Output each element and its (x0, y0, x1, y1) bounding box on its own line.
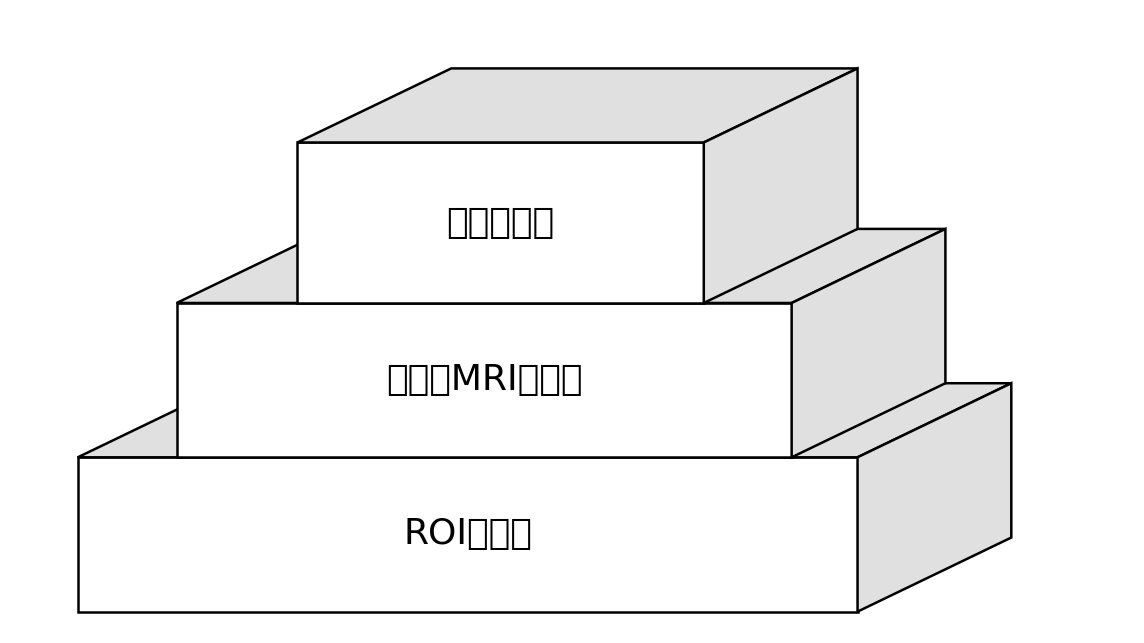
Polygon shape (858, 383, 1011, 611)
Polygon shape (176, 229, 945, 303)
Polygon shape (297, 68, 858, 143)
Text: 多序列MRI分类层: 多序列MRI分类层 (386, 363, 582, 397)
Polygon shape (78, 383, 1011, 457)
Text: ROI处理层: ROI处理层 (403, 518, 532, 552)
Polygon shape (176, 303, 792, 457)
Polygon shape (792, 229, 945, 457)
Polygon shape (297, 143, 704, 303)
Polygon shape (704, 68, 858, 303)
Text: 个体分类层: 个体分类层 (446, 206, 555, 240)
Polygon shape (78, 457, 858, 611)
